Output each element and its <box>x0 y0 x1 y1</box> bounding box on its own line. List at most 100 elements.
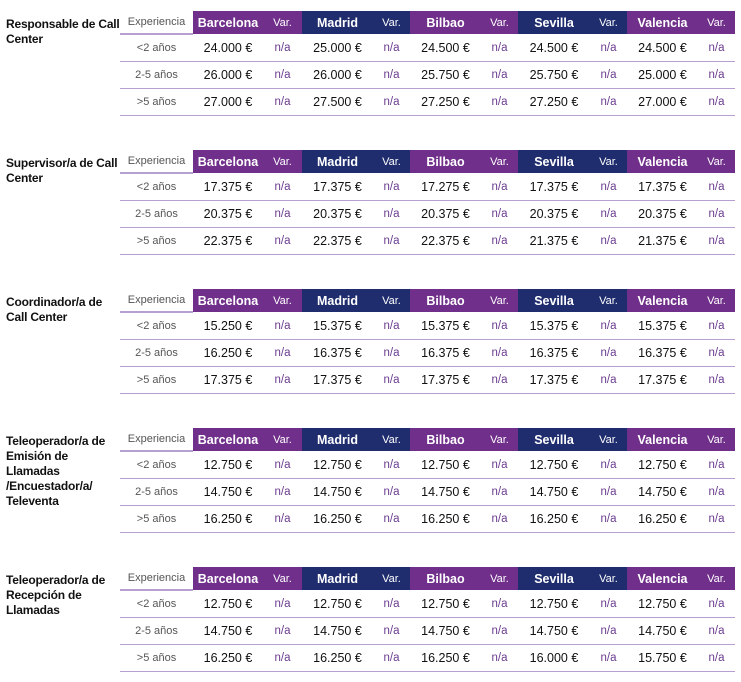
salary-table-block: Responsable de Call Center Experiencia Bar… <box>0 11 741 126</box>
var-header: Var. <box>698 11 735 34</box>
salary-cell: 14.750 € <box>193 617 263 645</box>
experience-cell: 2-5 años <box>120 61 193 89</box>
salary-table-block: Coordinador/a de Call Center Experiencia B… <box>0 289 741 404</box>
var-cell: n/a <box>590 644 627 672</box>
salary-cell: 20.375 € <box>193 200 263 228</box>
city-header: Sevilla <box>518 567 590 590</box>
var-cell: n/a <box>698 339 735 367</box>
var-cell: n/a <box>698 617 735 645</box>
salary-table-block: Supervisor/a de Call Center Experiencia Ba… <box>0 150 741 265</box>
salary-cell: 16.375 € <box>302 339 373 367</box>
salary-cell: 12.750 € <box>627 590 698 618</box>
salary-cell: 24.000 € <box>193 34 263 62</box>
salary-cell: 16.250 € <box>193 505 263 533</box>
salary-cell: 17.375 € <box>193 366 263 394</box>
experience-cell: <2 años <box>120 312 193 340</box>
var-cell: n/a <box>373 366 410 394</box>
var-cell: n/a <box>263 173 302 201</box>
var-header: Var. <box>481 567 518 590</box>
var-cell: n/a <box>263 644 302 672</box>
var-cell: n/a <box>698 366 735 394</box>
table-header: Experiencia Barcelona Var. Madrid Var. Bilbao… <box>120 428 735 452</box>
var-header: Var. <box>263 289 302 312</box>
salary-cell: 27.500 € <box>302 88 373 116</box>
salary-cell: 14.750 € <box>518 478 590 506</box>
salary-cell: 17.375 € <box>193 173 263 201</box>
var-cell: n/a <box>373 451 410 479</box>
var-cell: n/a <box>263 617 302 645</box>
var-cell: n/a <box>481 200 518 228</box>
experience-cell: 2-5 años <box>120 617 193 645</box>
city-header: Valencia <box>627 150 698 173</box>
var-cell: n/a <box>590 366 627 394</box>
city-header: Sevilla <box>518 289 590 312</box>
salary-cell: 25.000 € <box>627 61 698 89</box>
experience-header: Experiencia <box>120 11 193 35</box>
var-cell: n/a <box>481 61 518 89</box>
var-cell: n/a <box>481 339 518 367</box>
var-header: Var. <box>263 428 302 451</box>
salary-cell: 17.375 € <box>627 173 698 201</box>
salary-table: Experiencia Barcelona Var. Madrid Var. Bilbao… <box>120 150 735 255</box>
var-cell: n/a <box>373 173 410 201</box>
salary-cell: 16.250 € <box>518 505 590 533</box>
table-header: Experiencia Barcelona Var. Madrid Var. Bilbao… <box>120 150 735 174</box>
var-cell: n/a <box>481 617 518 645</box>
var-cell: n/a <box>590 34 627 62</box>
salary-cell: 20.375 € <box>627 200 698 228</box>
experience-cell: >5 años <box>120 88 193 116</box>
var-cell: n/a <box>263 61 302 89</box>
var-header: Var. <box>590 289 627 312</box>
var-cell: n/a <box>263 366 302 394</box>
var-header: Var. <box>263 150 302 173</box>
salary-cell: 20.375 € <box>410 200 481 228</box>
var-cell: n/a <box>698 590 735 618</box>
table-row: >5 años 22.375 € n/a 22.375 € n/a 22.375 € n/a… <box>120 227 735 255</box>
var-header: Var. <box>263 11 302 34</box>
table-row: 2-5 años 20.375 € n/a 20.375 € n/a 20.375 € n/… <box>120 200 735 228</box>
var-cell: n/a <box>481 366 518 394</box>
salary-cell: 17.375 € <box>302 366 373 394</box>
city-header: Valencia <box>627 11 698 34</box>
experience-cell: <2 años <box>120 451 193 479</box>
var-cell: n/a <box>263 227 302 255</box>
salary-cell: 24.500 € <box>627 34 698 62</box>
var-header: Var. <box>590 428 627 451</box>
var-header: Var. <box>590 11 627 34</box>
var-cell: n/a <box>263 451 302 479</box>
var-header: Var. <box>263 567 302 590</box>
salary-cell: 24.500 € <box>518 34 590 62</box>
salary-cell: 14.750 € <box>627 617 698 645</box>
role-title: Teleoperador/a de Emisión de Llamadas /E… <box>6 434 106 508</box>
salary-table: Experiencia Barcelona Var. Madrid Var. Bilbao… <box>120 428 735 533</box>
experience-cell: >5 años <box>120 227 193 255</box>
var-cell: n/a <box>373 312 410 340</box>
salary-cell: 14.750 € <box>518 617 590 645</box>
var-cell: n/a <box>481 590 518 618</box>
city-header: Bilbao <box>410 150 481 173</box>
salary-cell: 15.375 € <box>410 312 481 340</box>
salary-cell: 16.250 € <box>410 505 481 533</box>
salary-cell: 15.375 € <box>518 312 590 340</box>
table-header: Experiencia Barcelona Var. Madrid Var. Bilbao… <box>120 11 735 35</box>
salary-cell: 14.750 € <box>302 617 373 645</box>
salary-cell: 17.375 € <box>410 366 481 394</box>
var-cell: n/a <box>481 34 518 62</box>
salary-cell: 12.750 € <box>518 451 590 479</box>
salary-cell: 17.275 € <box>410 173 481 201</box>
var-cell: n/a <box>590 200 627 228</box>
salary-cell: 22.375 € <box>193 227 263 255</box>
var-cell: n/a <box>481 88 518 116</box>
salary-cell: 15.375 € <box>302 312 373 340</box>
table-row: <2 años 12.750 € n/a 12.750 € n/a 12.750 € n/a… <box>120 590 735 618</box>
var-cell: n/a <box>263 478 302 506</box>
var-cell: n/a <box>263 88 302 116</box>
var-cell: n/a <box>481 478 518 506</box>
var-cell: n/a <box>590 173 627 201</box>
var-header: Var. <box>590 567 627 590</box>
city-header: Barcelona <box>193 428 263 451</box>
experience-header: Experiencia <box>120 289 193 313</box>
experience-cell: >5 años <box>120 505 193 533</box>
salary-cell: 25.750 € <box>518 61 590 89</box>
var-cell: n/a <box>698 34 735 62</box>
